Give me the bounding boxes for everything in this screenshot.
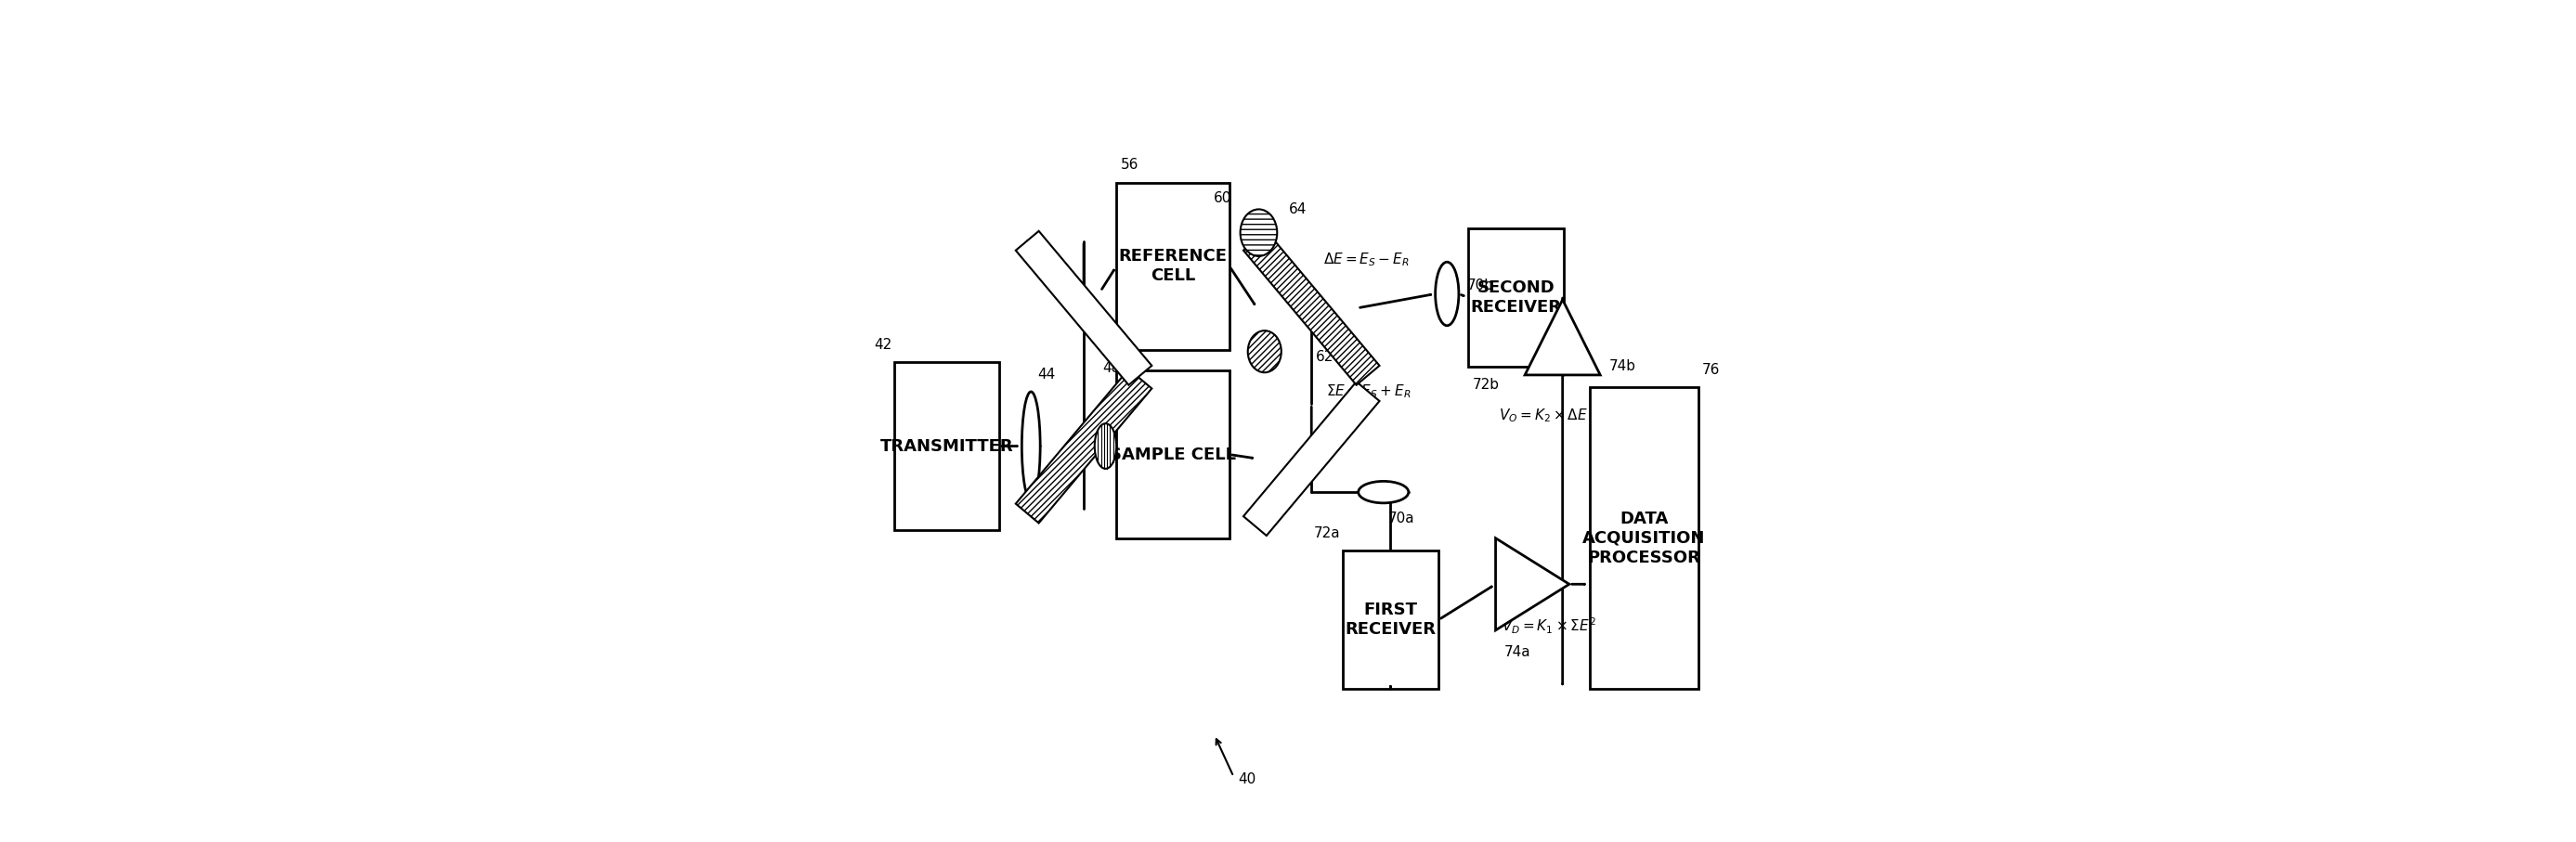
FancyBboxPatch shape: [1589, 387, 1698, 689]
Text: 54: 54: [1121, 346, 1139, 360]
Polygon shape: [1497, 538, 1569, 630]
FancyBboxPatch shape: [1342, 551, 1437, 689]
Text: 70b: 70b: [1468, 279, 1494, 292]
Ellipse shape: [1435, 262, 1458, 326]
Ellipse shape: [1239, 210, 1278, 256]
Text: $V_D = K_1 \times \Sigma E^2$: $V_D = K_1 \times \Sigma E^2$: [1502, 616, 1597, 636]
Polygon shape: [1525, 300, 1600, 375]
Text: DATA
ACQUISITION
PROCESSOR: DATA ACQUISITION PROCESSOR: [1582, 510, 1705, 566]
Polygon shape: [1015, 231, 1151, 385]
Ellipse shape: [1023, 392, 1041, 500]
Text: 44: 44: [1038, 368, 1056, 381]
Ellipse shape: [1095, 424, 1115, 469]
Text: 74b: 74b: [1607, 360, 1636, 374]
Text: $\Sigma E = E_S + E_R$: $\Sigma E = E_S + E_R$: [1327, 383, 1412, 401]
Polygon shape: [1244, 381, 1381, 536]
Text: 74a: 74a: [1504, 645, 1530, 659]
Text: 70a: 70a: [1388, 511, 1414, 525]
FancyBboxPatch shape: [1468, 228, 1564, 366]
Ellipse shape: [1358, 482, 1409, 503]
Polygon shape: [1244, 231, 1381, 385]
Polygon shape: [1015, 369, 1151, 523]
Text: 58: 58: [1025, 240, 1043, 253]
Text: 76: 76: [1703, 363, 1721, 376]
Text: 62: 62: [1316, 350, 1334, 364]
Text: TRANSMITTER: TRANSMITTER: [881, 438, 1012, 455]
Text: SAMPLE CELL: SAMPLE CELL: [1110, 446, 1236, 463]
FancyBboxPatch shape: [894, 362, 999, 530]
Text: $V_O = K_2 \times \Delta E$: $V_O = K_2 \times \Delta E$: [1499, 407, 1589, 424]
Text: 40: 40: [1239, 772, 1255, 786]
FancyBboxPatch shape: [1115, 370, 1229, 538]
Text: FIRST
RECEIVER: FIRST RECEIVER: [1345, 602, 1435, 637]
Text: 48: 48: [1103, 361, 1121, 375]
Text: REFERENCE
CELL: REFERENCE CELL: [1118, 248, 1226, 285]
Text: 72b: 72b: [1471, 377, 1499, 392]
Text: 56: 56: [1121, 157, 1139, 172]
Text: 72a: 72a: [1314, 526, 1340, 540]
Text: 60: 60: [1213, 191, 1231, 205]
Text: 64: 64: [1288, 202, 1306, 216]
Ellipse shape: [1247, 331, 1280, 372]
FancyBboxPatch shape: [1115, 183, 1229, 350]
Text: SECOND
RECEIVER: SECOND RECEIVER: [1471, 280, 1561, 316]
Text: 42: 42: [873, 338, 891, 352]
Text: $\Delta E = E_S - E_R$: $\Delta E = E_S - E_R$: [1324, 251, 1409, 268]
